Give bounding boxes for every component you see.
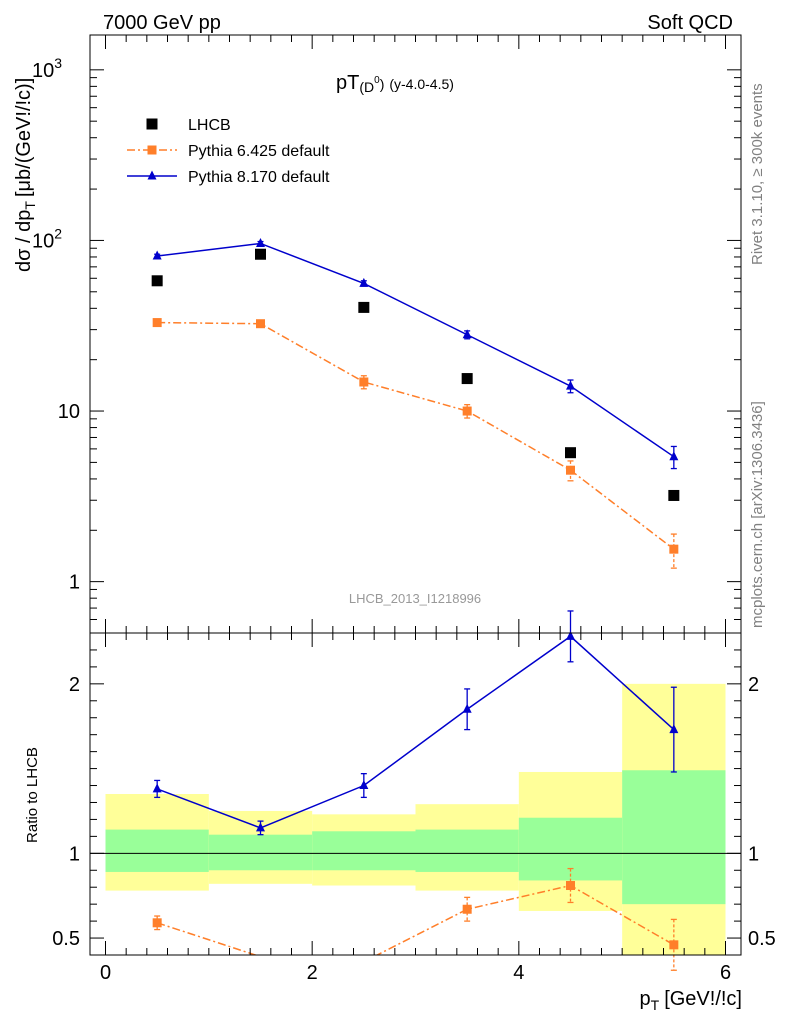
main-point-pythia-8-170-default	[152, 250, 162, 260]
main-point-pythia-6-425-default	[152, 318, 162, 328]
energy-label: 7000 GeV pp	[103, 12, 221, 34]
main-line-pythia-8-170-default	[157, 242, 675, 458]
band-green-1	[208, 834, 313, 871]
main-y-tick-label: 102	[32, 225, 62, 252]
ratio-panel	[90, 683, 741, 955]
main-y-axis-label: dσ / dpT[μb/(GeV!/!c)]	[13, 78, 38, 272]
x-tick-label: 6	[720, 962, 731, 984]
rivet-version-label: Rivet 3.1.10, ≥ 300k events	[749, 83, 766, 265]
analysis-id-watermark: LHCB_2013_I1218996	[349, 591, 481, 606]
x-tick-label: 4	[513, 962, 524, 984]
legend-marker-lhcb	[146, 118, 158, 130]
ratio-point-pythia-8-170-default	[152, 783, 162, 793]
main-point-lhcb	[668, 489, 680, 501]
band-green-5	[622, 770, 726, 905]
main-point-pythia-6-425-default	[256, 319, 265, 329]
source-label: mcplots.cern.ch [arXiv:1306.3436]	[749, 401, 766, 628]
main-point-pythia-6-425-default	[566, 465, 575, 475]
main-point-pythia-8-170-default	[566, 380, 575, 390]
band-green-3	[415, 829, 519, 872]
ratio-point-pythia-8-170-default	[256, 822, 265, 832]
main-point-lhcb	[565, 447, 576, 459]
main-point-lhcb	[358, 301, 370, 313]
ratio-y-tick-label: 2	[69, 674, 80, 696]
legend-marker-pythia-8-170-default	[147, 170, 157, 180]
process-label: Soft QCD	[647, 12, 733, 34]
ratio-point-pythia-6-425-default	[566, 881, 575, 891]
ratio-point-pythia-8-170-default	[359, 780, 369, 790]
main-point-pythia-6-425-default	[462, 406, 472, 416]
ratio-point-pythia-8-170-default	[566, 630, 575, 640]
legend-label-lhcb: LHCB	[188, 117, 231, 134]
main-point-pythia-6-425-default	[359, 377, 369, 387]
main-title: pT(D0) (y-4.0-4.5)	[336, 72, 454, 95]
ratio-point-pythia-8-170-default	[669, 724, 679, 734]
main-point-lhcb	[461, 373, 473, 385]
x-axis-label: pT [GeV!/!c]	[640, 988, 743, 1013]
main-point-lhcb	[255, 248, 266, 260]
ratio-y-tick-label-right: 2	[748, 674, 759, 696]
ratio-point-pythia-6-425-default	[669, 940, 679, 950]
band-green-0	[105, 829, 209, 872]
band-green-2	[312, 831, 416, 871]
legend-label-pythia6: Pythia 6.425 default	[188, 143, 330, 160]
ratio-y-tick-label-right: 1	[748, 843, 759, 865]
main-point-pythia-8-170-default	[669, 451, 679, 461]
x-tick-label: 0	[100, 962, 111, 984]
x-tick-label: 2	[307, 962, 318, 984]
ratio-y-tick-label: 1	[69, 843, 80, 865]
ratio-marks	[152, 610, 679, 971]
main-point-pythia-8-170-default	[359, 277, 369, 287]
main-line-pythia-6-425-default	[157, 321, 675, 550]
main-marks	[151, 237, 680, 569]
legend: LHCB Pythia 6.425 default Pythia 8.170 d…	[127, 117, 330, 186]
ratio-point-pythia-6-425-default	[152, 918, 162, 928]
ratio-y-tick-label-right: 0.5	[748, 928, 776, 950]
main-point-lhcb	[151, 275, 163, 287]
main-point-pythia-6-425-default	[669, 544, 679, 554]
ratio-point-pythia-6-425-default	[462, 904, 472, 914]
main-y-tick-label: 10	[58, 401, 80, 423]
ratio-y-axis-label: Ratio to LHCB	[24, 747, 41, 843]
main-point-pythia-8-170-default	[256, 237, 265, 247]
axes: 1 10 102 103 0 2 4 6 0.5 0.5 1 1 2 2	[32, 34, 776, 984]
legend-label-pythia8: Pythia 8.170 default	[188, 169, 330, 186]
main-y-tick-label: 103	[32, 55, 62, 82]
legend-marker-pythia-6-425-default	[147, 145, 157, 155]
ratio-point-pythia-8-170-default	[462, 703, 472, 713]
ratio-line-pythia-8-170-default	[156, 635, 675, 829]
ratio-line-pythia-6-425-default	[156, 884, 675, 955]
main-y-tick-label: 1	[69, 572, 80, 594]
ratio-y-tick-label: 0.5	[52, 928, 80, 950]
main-point-pythia-8-170-default	[462, 329, 472, 339]
